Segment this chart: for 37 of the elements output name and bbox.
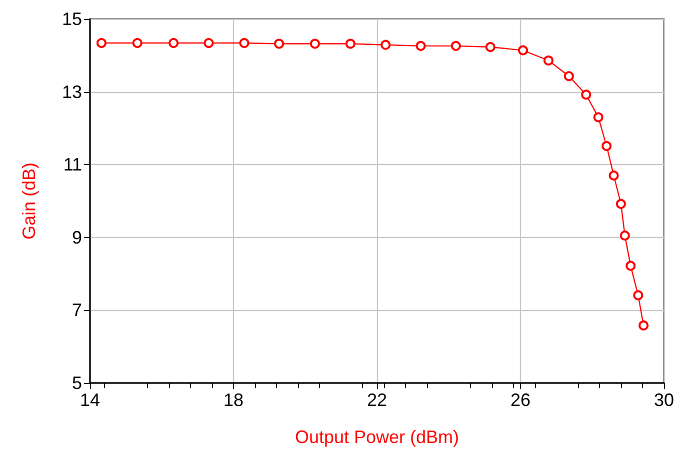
point: [543, 56, 554, 66]
y-axis-title: Gain (dB): [19, 162, 39, 240]
y-tick-label: 15: [62, 9, 82, 29]
point: [450, 40, 461, 51]
x-tick-label: 14: [80, 390, 100, 410]
point: [616, 198, 626, 209]
x-axis-title: Output Power (dBm): [294, 427, 460, 447]
point: [485, 42, 496, 52]
y-tick-label: 7: [72, 300, 82, 320]
point: [274, 38, 284, 49]
point: [416, 40, 426, 51]
x-tick-label: 26: [510, 390, 531, 410]
x-tick-label: 30: [654, 390, 674, 410]
y-tick-label: 5: [72, 373, 82, 393]
point: [564, 71, 574, 82]
point: [593, 112, 604, 122]
point: [345, 38, 356, 49]
point: [239, 38, 250, 48]
point: [581, 90, 592, 100]
point: [638, 320, 649, 330]
y-tick-label: 9: [72, 227, 82, 248]
point: [168, 38, 179, 48]
point: [608, 170, 619, 181]
y-tick-label: 13: [62, 82, 82, 102]
point: [310, 38, 320, 49]
x-tick-label: 22: [366, 390, 388, 410]
y-tick-label: 11: [63, 154, 82, 175]
point: [96, 38, 106, 48]
point: [380, 40, 391, 50]
point: [602, 141, 612, 152]
point: [626, 260, 636, 271]
point: [620, 230, 630, 241]
point: [204, 38, 214, 48]
point: [132, 38, 142, 48]
point: [518, 45, 528, 56]
x-tick-label: 18: [223, 390, 244, 410]
point: [633, 290, 644, 300]
